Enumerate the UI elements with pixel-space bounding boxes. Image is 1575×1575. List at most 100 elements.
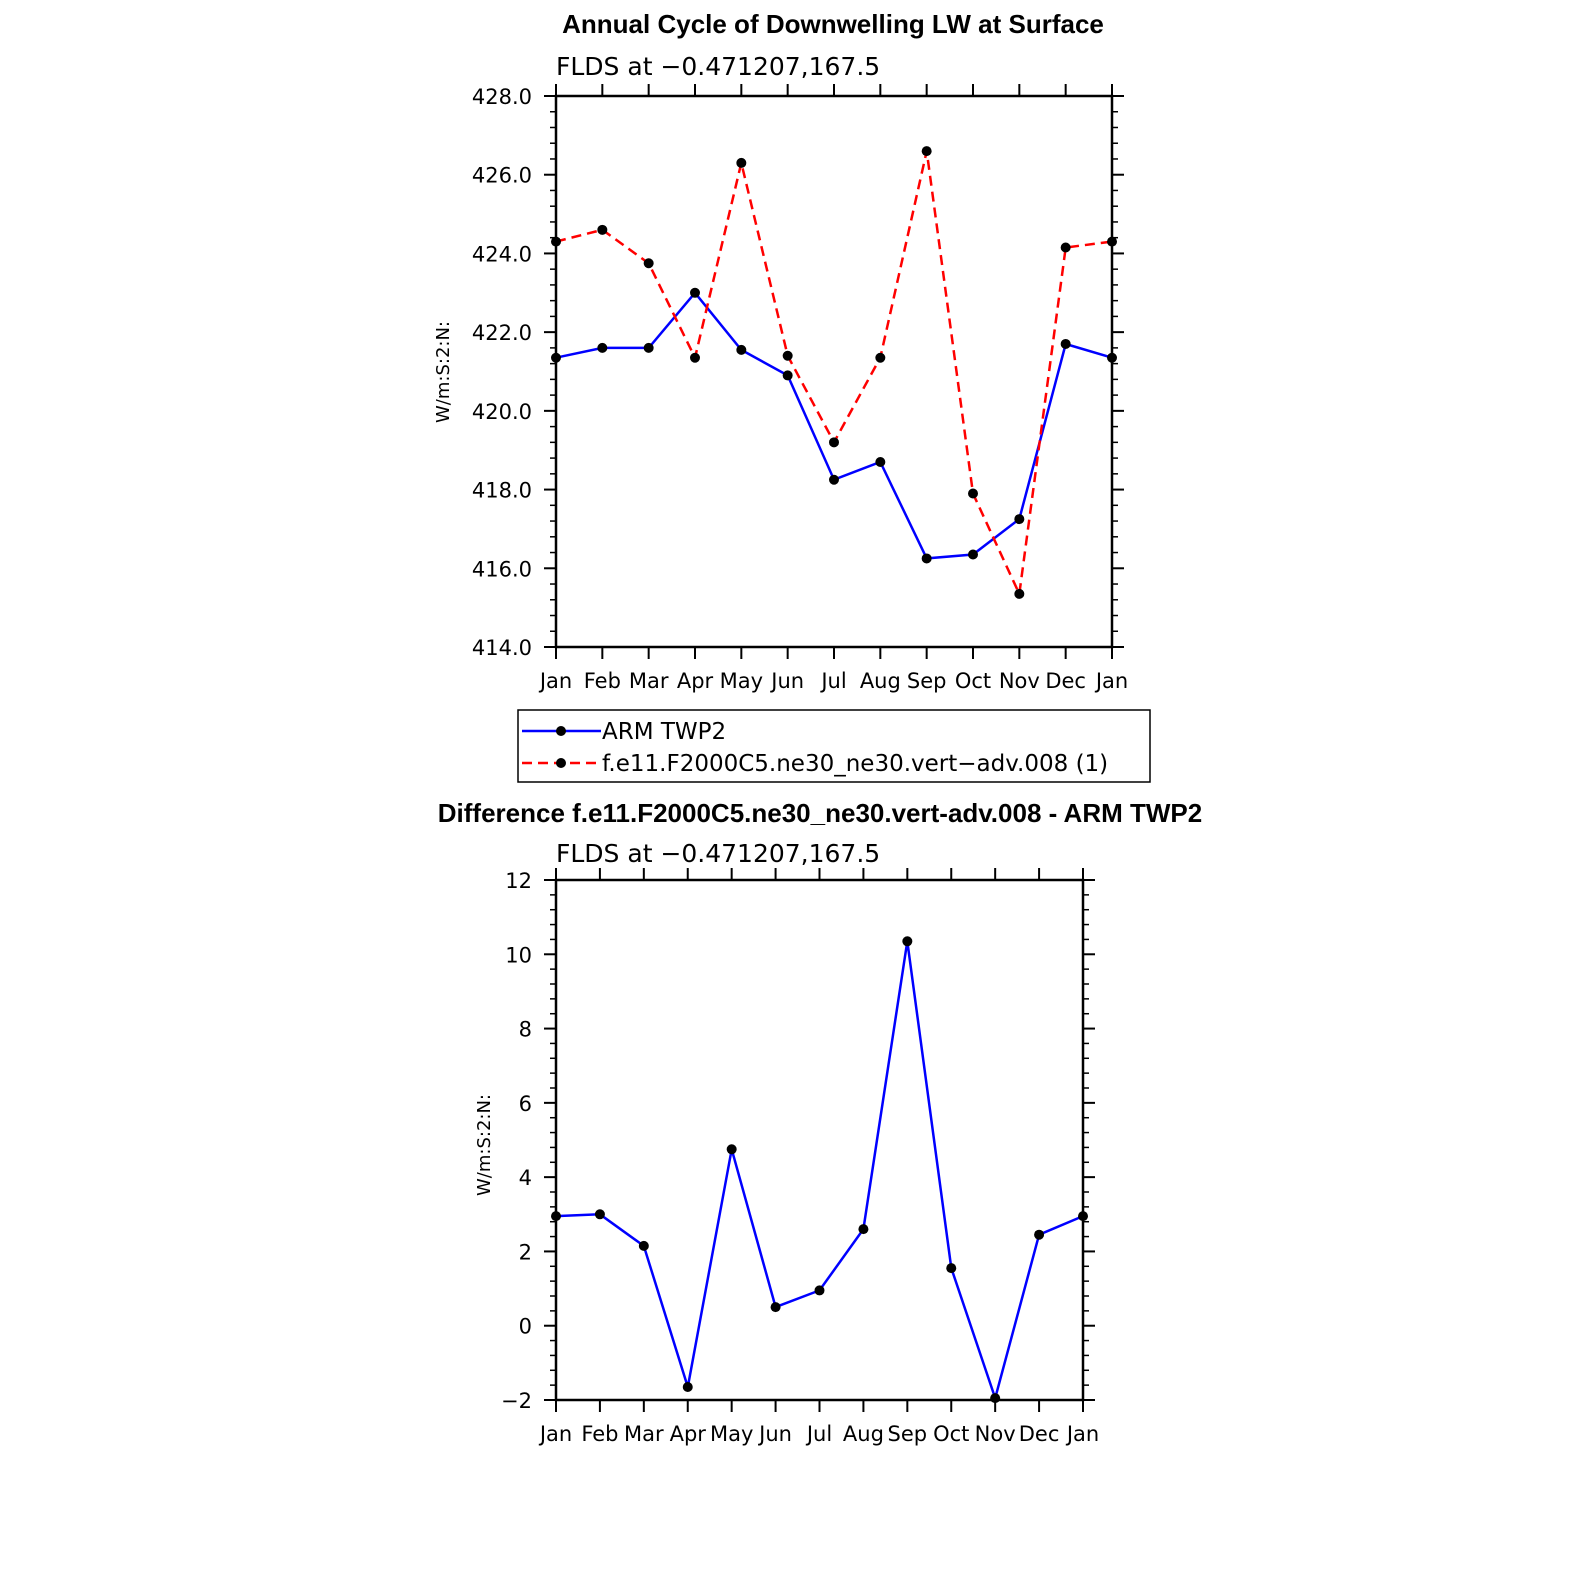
x-tick-label: Sep [907,669,947,693]
x-tick-label: Jul [819,669,846,693]
data-point [968,488,978,499]
x-tick-label: Feb [584,669,621,693]
x-tick-label: Apr [670,1422,707,1446]
y-tick-label: 414.0 [472,636,532,660]
x-tick-label: Oct [933,1422,969,1446]
x-tick-label: Jan [538,669,572,693]
x-tick-label: Dec [1045,669,1086,693]
y-tick-label: 12 [505,869,532,893]
data-point [736,157,747,168]
y-tick-label: 424.0 [472,242,532,266]
x-tick-label: Jan [1065,1422,1099,1446]
data-point [968,549,978,560]
data-point [682,1382,693,1392]
x-tick-label: May [710,1422,753,1446]
x-tick-label: Mar [629,669,669,693]
data-point [643,342,654,353]
data-point [770,1302,781,1313]
data-point [829,474,839,485]
data-point [946,1263,957,1274]
data-point [638,1240,649,1251]
x-tick-label: Jul [805,1422,832,1446]
data-point [736,344,747,355]
y-tick-label: 4 [519,1166,532,1190]
data-point [690,287,700,298]
data-point [1014,588,1025,599]
x-tick-label: Jun [769,669,804,693]
x-tick-label: Mar [624,1422,664,1446]
data-point [782,350,793,361]
y-tick-label: 422.0 [472,321,532,345]
legend-label-model: f.e11.F2000C5.ne30_ne30.vert−adv.008 (1) [602,751,1108,777]
data-point [551,236,561,247]
y-axis-label: W/m:S:2:N: [474,1094,495,1196]
x-tick-label: Nov [975,1422,1016,1446]
series-line-1 [555,150,1113,599]
y-tick-label: 428.0 [472,85,532,109]
data-point [814,1285,825,1296]
plot-area [551,146,1117,599]
series-line-0 [555,290,1113,560]
data-point [902,936,913,947]
legend-box [517,709,1151,783]
x-tick-label: Dec [1019,1422,1060,1446]
data-point [597,342,608,353]
annual-cycle-chart: Annual Cycle of Downwelling LW at Surfac… [433,9,1128,693]
series-line-0 [555,941,1084,1403]
data-point [643,258,654,269]
y-tick-label: 416.0 [472,557,532,581]
legend-label-arm-twp2: ARM TWP2 [602,719,726,745]
axes: Jan Feb Mar Apr May Jun Jul Aug Sep Oct Nov Dec Jan4… [472,84,1128,693]
data-point [921,553,932,564]
data-point [875,352,886,363]
legend-marker-model [556,758,566,768]
x-tick-label: May [720,669,763,693]
data-point [1078,1211,1088,1222]
x-tick-label: Aug [843,1422,884,1446]
data-point [1060,338,1071,349]
data-point [875,457,886,468]
data-point [726,1144,737,1155]
plot-area [551,936,1088,1404]
data-point [829,437,839,448]
data-point [921,146,932,157]
data-point [1060,242,1071,253]
y-tick-label: 10 [505,943,532,967]
chart-subtitle: FLDS at −0.471207,167.5 [556,52,880,81]
data-point [594,1209,605,1220]
data-point [551,352,561,363]
y-axis-label: W/m:S:2:N: [433,321,454,423]
data-point [1107,236,1117,247]
x-tick-label: Feb [581,1422,618,1446]
chart-title: Difference f.e11.F2000C5.ne30_ne30.vert-… [438,798,1202,828]
y-tick-label: 420.0 [472,400,532,424]
x-tick-label: Jun [757,1422,792,1446]
data-point [597,224,608,235]
x-tick-label: Oct [955,669,991,693]
data-point [858,1224,869,1235]
legend-marker-arm-twp2 [556,726,566,736]
axes: Jan Feb Mar Apr May Jun Jul Aug Sep Oct Nov Dec Jan−… [501,868,1099,1446]
y-tick-label: 426.0 [472,164,532,188]
plot-frame [554,94,1114,649]
x-tick-label: Jan [538,1422,572,1446]
y-tick-label: 6 [519,1092,532,1116]
x-tick-label: Apr [677,669,714,693]
y-tick-label: 2 [519,1240,532,1264]
x-tick-label: Jan [1094,669,1128,693]
legend: ARM TWP2 f.e11.F2000C5.ne30_ne30.vert−ad… [517,709,1151,783]
data-point [690,352,700,363]
data-point [990,1393,1001,1404]
data-point [1107,352,1117,363]
data-point [1034,1229,1045,1240]
y-tick-label: −2 [501,1389,532,1413]
chart-subtitle: FLDS at −0.471207,167.5 [556,839,880,868]
y-tick-label: 8 [519,1018,532,1042]
x-tick-label: Sep [888,1422,928,1446]
y-tick-label: 418.0 [472,479,532,503]
chart-title: Annual Cycle of Downwelling LW at Surfac… [562,9,1104,39]
plot-frame [554,878,1085,1402]
x-tick-label: Nov [999,669,1040,693]
x-tick-label: Aug [860,669,901,693]
